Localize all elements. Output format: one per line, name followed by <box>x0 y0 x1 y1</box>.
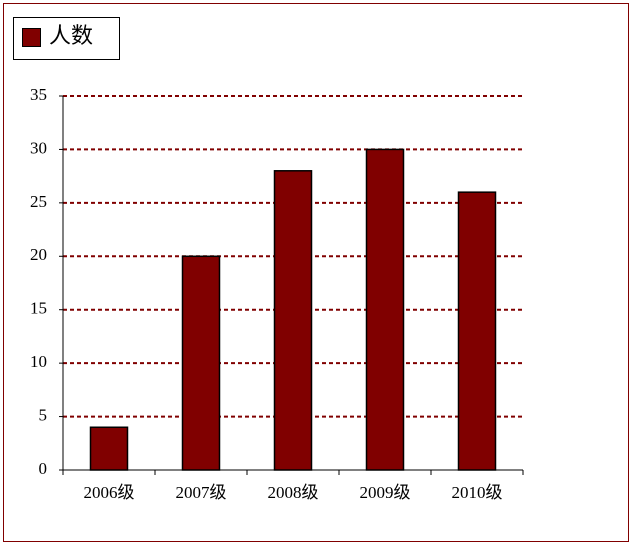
bar <box>365 148 405 471</box>
x-tick-label: 2008级 <box>268 483 319 502</box>
legend-swatch <box>22 28 41 47</box>
legend: 人数 <box>13 17 120 60</box>
y-tick-label: 30 <box>30 138 47 157</box>
y-tick-label: 5 <box>39 405 48 424</box>
y-tick-label: 10 <box>30 352 47 371</box>
y-tick-label: 0 <box>39 459 48 478</box>
x-tick-label: 2006级 <box>84 483 135 502</box>
legend-label: 人数 <box>49 23 93 48</box>
x-tick-label: 2009级 <box>360 483 411 502</box>
x-tick-label: 2007级 <box>176 483 227 502</box>
y-tick-label: 20 <box>30 245 47 264</box>
bar <box>181 255 221 471</box>
y-tick-label: 15 <box>30 299 47 318</box>
bar <box>89 426 129 471</box>
bar <box>273 170 313 471</box>
y-tick-label: 25 <box>30 192 47 211</box>
y-tick-label: 35 <box>30 85 47 104</box>
bar <box>457 191 497 471</box>
x-tick-label: 2010级 <box>452 483 503 502</box>
